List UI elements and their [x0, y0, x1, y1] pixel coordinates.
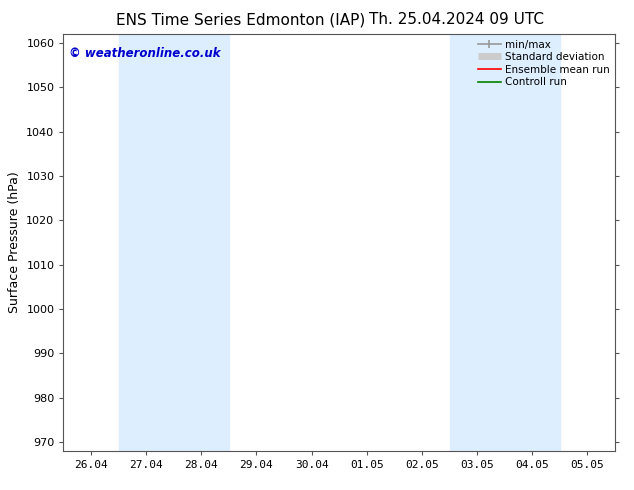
Text: © weatheronline.co.uk: © weatheronline.co.uk [69, 47, 221, 60]
Y-axis label: Surface Pressure (hPa): Surface Pressure (hPa) [8, 172, 21, 314]
Text: Th. 25.04.2024 09 UTC: Th. 25.04.2024 09 UTC [369, 12, 544, 27]
Bar [450, 34, 560, 451]
Text: ENS Time Series Edmonton (IAP): ENS Time Series Edmonton (IAP) [116, 12, 366, 27]
Bar [119, 34, 229, 451]
Legend: min/max, Standard deviation, Ensemble mean run, Controll run: min/max, Standard deviation, Ensemble me… [476, 37, 612, 89]
